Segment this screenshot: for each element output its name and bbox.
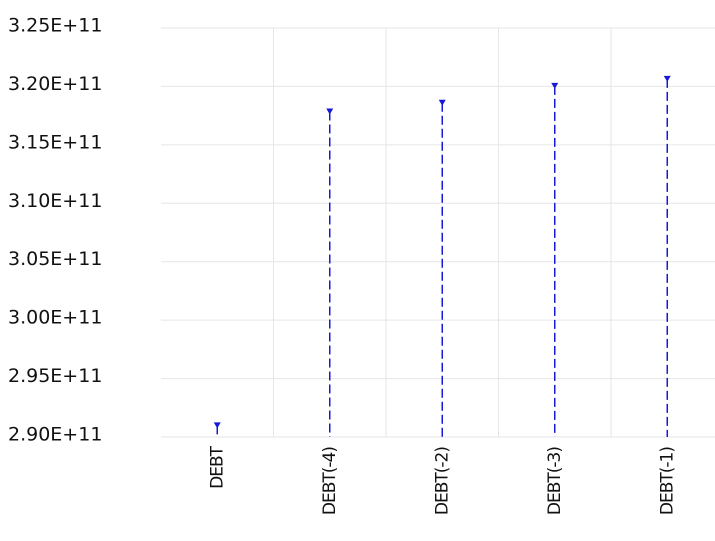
marker	[214, 422, 221, 428]
y-tick-label: 3.00E+11	[8, 307, 102, 329]
y-tick-label: 3.05E+11	[8, 248, 102, 270]
y-tick-label: 2.90E+11	[8, 424, 102, 446]
marker	[551, 83, 558, 89]
x-tick-label: DEBT(-4)	[320, 447, 340, 515]
y-tick-label: 3.15E+11	[8, 131, 102, 153]
marker	[326, 109, 333, 115]
x-tick-label: DEBT	[207, 445, 227, 488]
y-tick-label: 3.25E+11	[8, 15, 102, 37]
y-tick-label: 2.95E+11	[8, 365, 102, 387]
y-tick-label: 3.20E+11	[8, 73, 102, 95]
x-tick-label: DEBT(-1)	[657, 447, 677, 515]
y-tick-label: 3.10E+11	[8, 190, 102, 212]
x-tick-label: DEBT(-2)	[432, 447, 452, 515]
marker	[664, 76, 671, 82]
x-tick-label: DEBT(-3)	[545, 447, 565, 515]
marker	[439, 100, 446, 106]
chart: 2.90E+11 2.95E+11 3.00E+11 3.05E+11 3.10E+11…	[0, 0, 715, 541]
